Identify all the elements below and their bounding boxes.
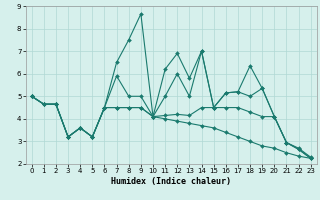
X-axis label: Humidex (Indice chaleur): Humidex (Indice chaleur): [111, 177, 231, 186]
